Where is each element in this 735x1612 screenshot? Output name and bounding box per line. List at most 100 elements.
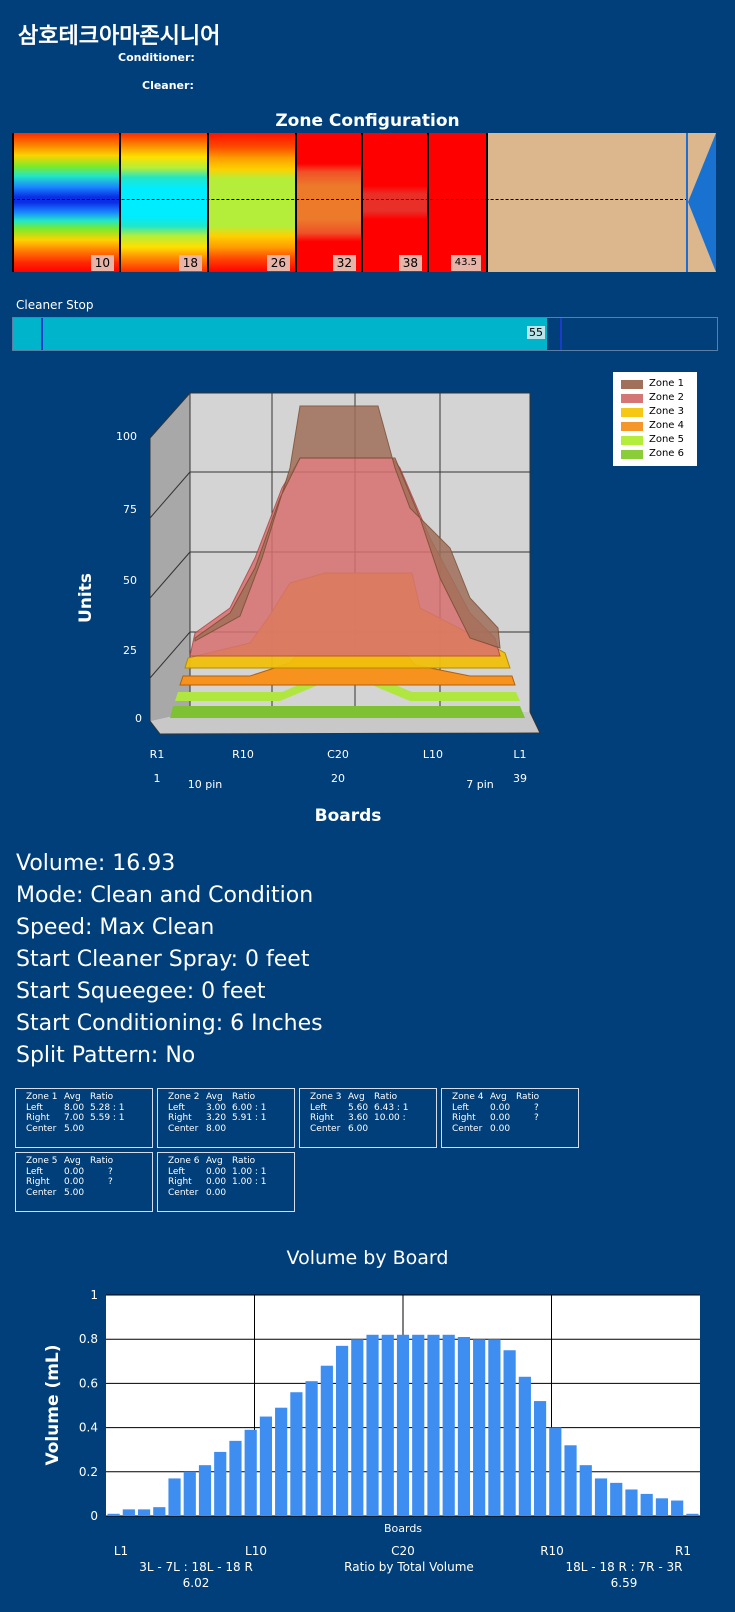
cleaner-stop-label: Cleaner Stop (16, 298, 94, 312)
zone-box-header: Zone 6 Avg Ratio (168, 1156, 294, 1167)
vbb-y-tick: 0 (90, 1509, 98, 1523)
zone-box-cell: 1.00 : 1 (232, 1177, 267, 1187)
zone-summary-box: Zone 5 Avg Ratio Left 0.00? Right 0.00? Center 5… (15, 1152, 153, 1212)
zone-summary-box: Zone 4 Avg Ratio Left 0.00? Right 0.00? Center 0… (441, 1088, 579, 1148)
zone-box-cell: Ratio (374, 1092, 398, 1102)
zone-box-right-row: Right 0.00 1.00 : 1 (168, 1177, 294, 1188)
zone-divider (207, 133, 209, 272)
zone-box-cell: 0.00 (64, 1177, 85, 1187)
volume-bar (259, 1416, 273, 1516)
zone-box-cell: Zone 1 (26, 1092, 58, 1102)
zone-6-value: 43.5 (450, 255, 481, 271)
volume-bar (244, 1429, 257, 1516)
zone-box-cell: 3.60 (348, 1113, 369, 1123)
zone-box-cell: Center (26, 1187, 57, 1198)
zone-box-center-row: Center 0.00 (452, 1124, 578, 1135)
zone-box-cell: 3.00 (206, 1102, 227, 1113)
vbb-y-tick: 0.6 (79, 1376, 98, 1390)
volume-bar (351, 1339, 364, 1516)
zone-summary-box: Zone 6 Avg Ratio Left 0.00 1.00 : 1 Right 0.00 1… (157, 1152, 295, 1212)
volume-bar (549, 1427, 562, 1516)
volume-bar (305, 1381, 318, 1516)
volume-bar (335, 1345, 349, 1516)
units-3d-chart: 100 75 50 25 0 R1 R10 C20 L10 L1 1 20 39… (76, 392, 541, 826)
zone-4-value: 32 (332, 255, 356, 271)
volume-bar (366, 1334, 379, 1516)
volume-bar (412, 1334, 425, 1516)
zone-box-cell: Center (310, 1123, 341, 1134)
vbb-y-axis-title: Volume (mL) (43, 1344, 63, 1465)
x-tick-l1: L1 (513, 748, 526, 761)
vbb-x-tick-l10: L10 (245, 1544, 267, 1558)
zone-box-cell: Right (310, 1113, 334, 1123)
volume-by-board-title: Volume by Board (286, 1247, 449, 1269)
zone-box-left-row: Left 8.00 5.28 : 1 (26, 1103, 152, 1114)
right-ratio-label: 18L - 18 R : 7R - 3R (566, 1560, 683, 1574)
volume-bar (122, 1509, 135, 1516)
zone-box-cell: Ratio (232, 1156, 256, 1166)
zone-box-cell: 0.00 (64, 1166, 85, 1177)
volume-bar (320, 1365, 333, 1516)
volume-bar (457, 1336, 471, 1516)
zone-box-right-row: Right 7.00 5.59 : 1 (26, 1113, 152, 1124)
zone-box-cell: 5.00 (64, 1123, 85, 1134)
ten-pin-label: 10 pin (188, 778, 223, 791)
start-cleaner-spray-stat: Start Cleaner Spray: 0 feet (16, 947, 310, 972)
x-board-20: 20 (331, 772, 345, 785)
zone-2-band (120, 133, 208, 272)
volume-bar (153, 1507, 166, 1516)
pin-deck-arrow (688, 133, 716, 272)
zone-box-cell: Center (168, 1187, 199, 1198)
zone-box-cell: 8.00 (206, 1123, 227, 1134)
volume-bar (518, 1376, 531, 1516)
zone-box-cell: Right (26, 1177, 50, 1187)
volume-bar (594, 1478, 608, 1516)
zone-box-cell: 3.20 (206, 1113, 227, 1123)
zone-3-band (208, 133, 296, 272)
vbb-x-tick-l1: L1 (114, 1544, 128, 1558)
pin-deck-line (686, 133, 688, 272)
zone-box-cell: 5.91 : 1 (232, 1113, 267, 1123)
chart-legend: Zone 1 Zone 2 Zone 3 Zone 4 Zone 5 Zone … (613, 372, 697, 466)
zone-box-header: Zone 5 Avg Ratio (26, 1156, 152, 1167)
zone-box-cell: 5.00 (64, 1187, 85, 1198)
zone-box-cell: 5.59 : 1 (90, 1113, 125, 1123)
speed-stat: Speed: Max Clean (16, 915, 215, 940)
zone-box-cell: Right (168, 1177, 192, 1187)
zone-box-cell: 0.00 (206, 1177, 227, 1187)
start-marker (41, 318, 43, 350)
zone-box-left-row: Left 0.00? (26, 1167, 152, 1178)
volume-bar (473, 1339, 486, 1516)
zone-box-cell: 6.43 : 1 (374, 1102, 409, 1113)
y-tick-0: 0 (135, 712, 142, 725)
zone-6-area (170, 706, 525, 718)
volume-bar (686, 1513, 699, 1516)
zone-box-cell: Avg (64, 1156, 81, 1166)
vbb-y-tick: 0.2 (79, 1465, 98, 1479)
zone-box-cell: 0.00 (490, 1113, 511, 1123)
zone-box-center-row: Center 0.00 (168, 1188, 294, 1199)
zone-box-cell: Avg (206, 1092, 223, 1102)
zone-box-cell: 5.28 : 1 (90, 1102, 125, 1113)
ratio-by-total-volume-label: Ratio by Total Volume (344, 1560, 474, 1574)
zone-1-area (194, 405, 501, 649)
zone-box-header: Zone 4 Avg Ratio (452, 1092, 578, 1103)
seven-pin-label: 7 pin (466, 778, 494, 791)
center-line (12, 199, 698, 200)
vbb-y-tick: 0.8 (79, 1332, 98, 1346)
zone-box-cell: Left (452, 1102, 469, 1113)
zone-divider (12, 133, 14, 272)
zone-box-cell: Left (310, 1102, 327, 1113)
vbb-x-axis-title: Boards (384, 1522, 422, 1535)
zone-box-header: Zone 3 Avg Ratio (310, 1092, 436, 1103)
app-title: 삼호테크아마존시니어 (18, 24, 221, 49)
y-tick-100: 100 (116, 430, 137, 443)
cleaner-stop-bar[interactable]: 55 (12, 317, 718, 351)
volume-bar (168, 1478, 181, 1516)
zone-box-cell: Ratio (90, 1156, 114, 1166)
zone-box-right-row: Right 3.60 10.00 : (310, 1113, 436, 1124)
zone-summary-box: Zone 3 Avg Ratio Left 5.60 6.43 : 1 Right 3.60 1… (299, 1088, 437, 1148)
mode-stat: Mode: Clean and Condition (16, 883, 314, 908)
x-tick-r10: R10 (232, 748, 254, 761)
zone-box-cell: Zone 4 (452, 1092, 484, 1102)
